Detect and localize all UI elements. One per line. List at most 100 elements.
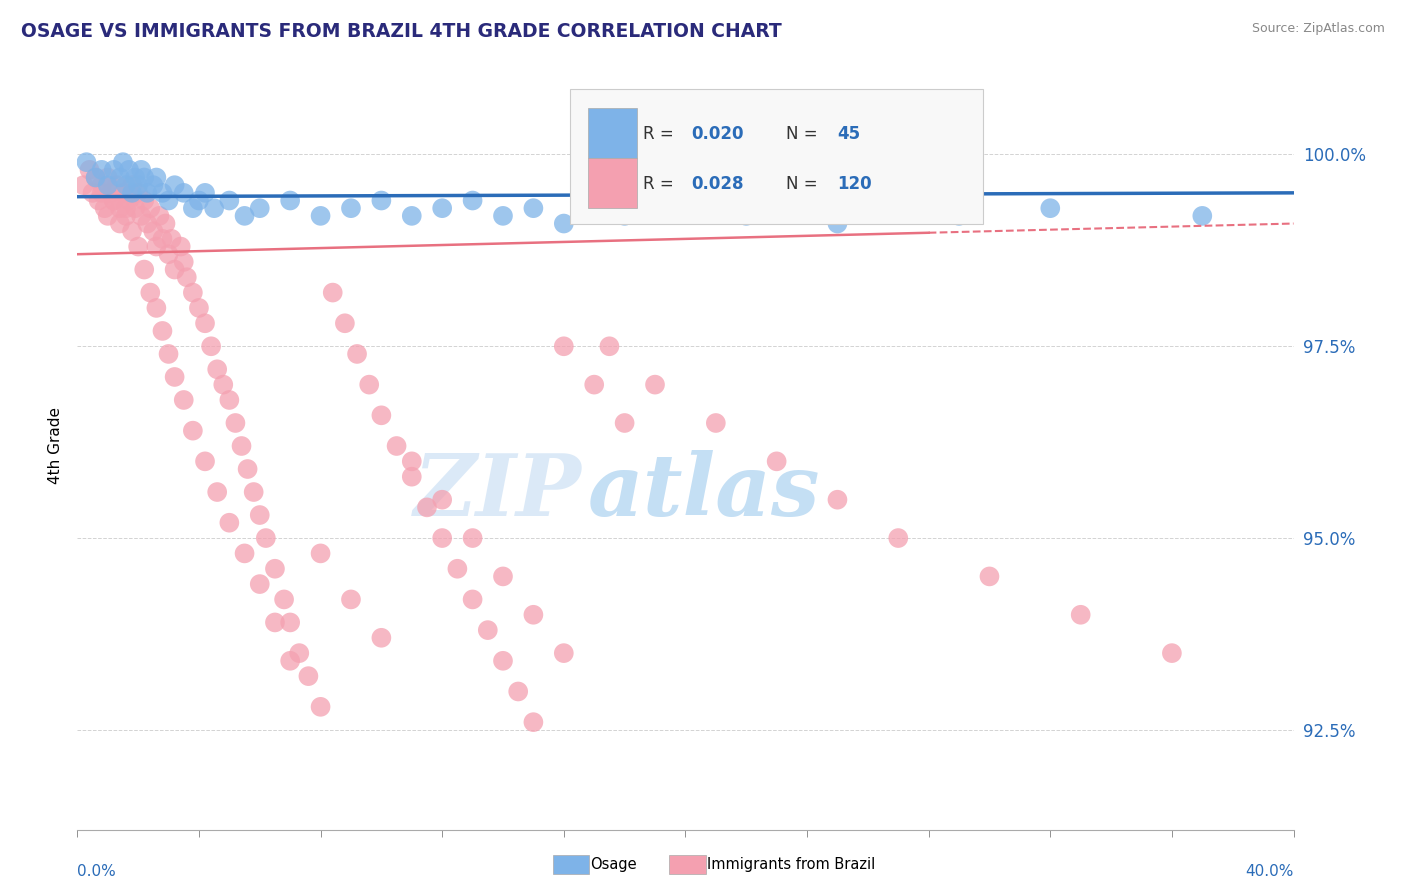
Point [254, 531, 277, 545]
Point [194, 454, 217, 468]
Point [163, 178, 186, 193]
Point [157, 247, 180, 261]
Text: R =: R = [643, 175, 679, 193]
Text: 120: 120 [838, 175, 872, 193]
Point [416, 500, 439, 515]
Point [231, 439, 253, 453]
Point [115, 209, 138, 223]
Point [82, 186, 104, 200]
Point [385, 439, 408, 453]
Point [121, 186, 143, 200]
Point [583, 377, 606, 392]
Point [108, 201, 131, 215]
Point [370, 409, 392, 423]
Point [139, 201, 162, 215]
Point [333, 316, 356, 330]
Point [181, 285, 204, 300]
Point [152, 324, 174, 338]
Point [522, 201, 544, 215]
Point [173, 392, 195, 407]
Point [553, 339, 575, 353]
Point [278, 194, 301, 208]
Point [446, 562, 468, 576]
Point [273, 592, 295, 607]
Point [170, 239, 193, 253]
Point [236, 462, 259, 476]
Point [90, 178, 112, 193]
Point [264, 615, 287, 630]
Point [401, 469, 423, 483]
Point [522, 607, 544, 622]
Point [212, 377, 235, 392]
Point [477, 623, 499, 637]
Point [278, 654, 301, 668]
Point [127, 186, 149, 200]
Point [103, 194, 125, 208]
Point [118, 162, 141, 177]
Point [103, 162, 125, 177]
Point [1161, 646, 1184, 660]
Point [103, 194, 125, 208]
Text: Source: ZipAtlas.com: Source: ZipAtlas.com [1251, 22, 1385, 36]
Point [90, 162, 112, 177]
Point [200, 339, 222, 353]
Point [124, 170, 146, 185]
Point [553, 217, 575, 231]
Text: R =: R = [643, 125, 679, 143]
Point [194, 316, 217, 330]
Point [142, 224, 165, 238]
FancyBboxPatch shape [569, 89, 983, 224]
Point [218, 392, 240, 407]
Point [297, 669, 319, 683]
Point [181, 424, 204, 438]
Point [205, 362, 228, 376]
Point [157, 194, 180, 208]
Point [108, 217, 131, 231]
Point [136, 186, 159, 200]
Point [155, 217, 177, 231]
Point [340, 201, 363, 215]
Point [97, 209, 120, 223]
Point [205, 485, 228, 500]
Point [188, 194, 211, 208]
Point [163, 370, 186, 384]
Point [84, 170, 107, 185]
Point [401, 454, 423, 468]
Point [124, 201, 146, 215]
Point [218, 516, 240, 530]
Point [202, 201, 225, 215]
Text: 40.0%: 40.0% [1246, 864, 1294, 880]
Point [160, 232, 183, 246]
Point [461, 531, 484, 545]
Point [84, 170, 107, 185]
Text: N =: N = [786, 175, 824, 193]
Y-axis label: 4th Grade: 4th Grade [48, 408, 63, 484]
Point [145, 239, 167, 253]
Point [152, 232, 174, 246]
Point [93, 201, 115, 215]
Point [492, 569, 515, 583]
Point [401, 209, 423, 223]
Point [121, 178, 143, 193]
Point [309, 546, 332, 560]
Point [346, 347, 368, 361]
Point [309, 209, 332, 223]
Point [522, 715, 544, 730]
Point [492, 654, 515, 668]
Point [115, 201, 138, 215]
Text: Osage: Osage [591, 857, 637, 871]
Point [129, 162, 152, 177]
Point [176, 270, 198, 285]
Point [492, 209, 515, 223]
Point [111, 186, 134, 200]
Point [430, 492, 453, 507]
Text: atlas: atlas [588, 450, 821, 533]
Point [173, 186, 195, 200]
Point [553, 646, 575, 660]
Point [948, 209, 970, 223]
Point [370, 194, 392, 208]
Point [1191, 209, 1213, 223]
Point [108, 170, 131, 185]
Point [827, 217, 849, 231]
Point [72, 178, 94, 193]
